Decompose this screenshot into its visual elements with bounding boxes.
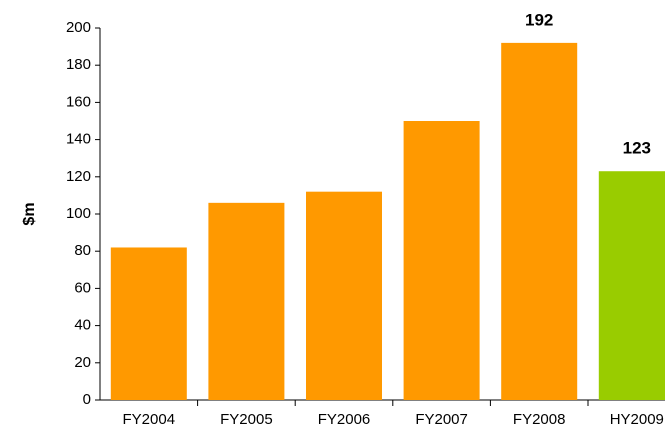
- y-tick-label: 40: [74, 317, 91, 334]
- y-tick-label: 20: [74, 354, 91, 371]
- y-tick-label: 180: [66, 56, 91, 73]
- bar: [598, 171, 665, 400]
- y-tick-label: 100: [66, 205, 91, 222]
- y-tick-label: 140: [66, 131, 91, 148]
- y-tick-label: 120: [66, 168, 91, 185]
- value-label: 123: [623, 139, 651, 158]
- y-tick-label: 160: [66, 93, 91, 110]
- bar: [403, 121, 480, 400]
- y-tick-label: 0: [83, 391, 91, 408]
- x-tick-label: FY2008: [513, 411, 566, 428]
- bar: [110, 247, 187, 400]
- x-tick-label: HY2009: [610, 411, 664, 428]
- bar: [306, 191, 382, 400]
- value-label: 192: [525, 10, 553, 29]
- x-tick-label: FY2006: [318, 411, 371, 428]
- x-tick-label: FY2007: [415, 411, 468, 428]
- bar: [208, 202, 285, 400]
- y-tick-label: 200: [66, 19, 91, 36]
- bar: [501, 42, 578, 400]
- x-tick-label: FY2004: [123, 411, 176, 428]
- y-axis-label: $m: [21, 202, 38, 225]
- x-tick-label: FY2005: [220, 411, 273, 428]
- y-tick-label: 60: [74, 279, 91, 296]
- y-tick-label: 80: [74, 242, 91, 259]
